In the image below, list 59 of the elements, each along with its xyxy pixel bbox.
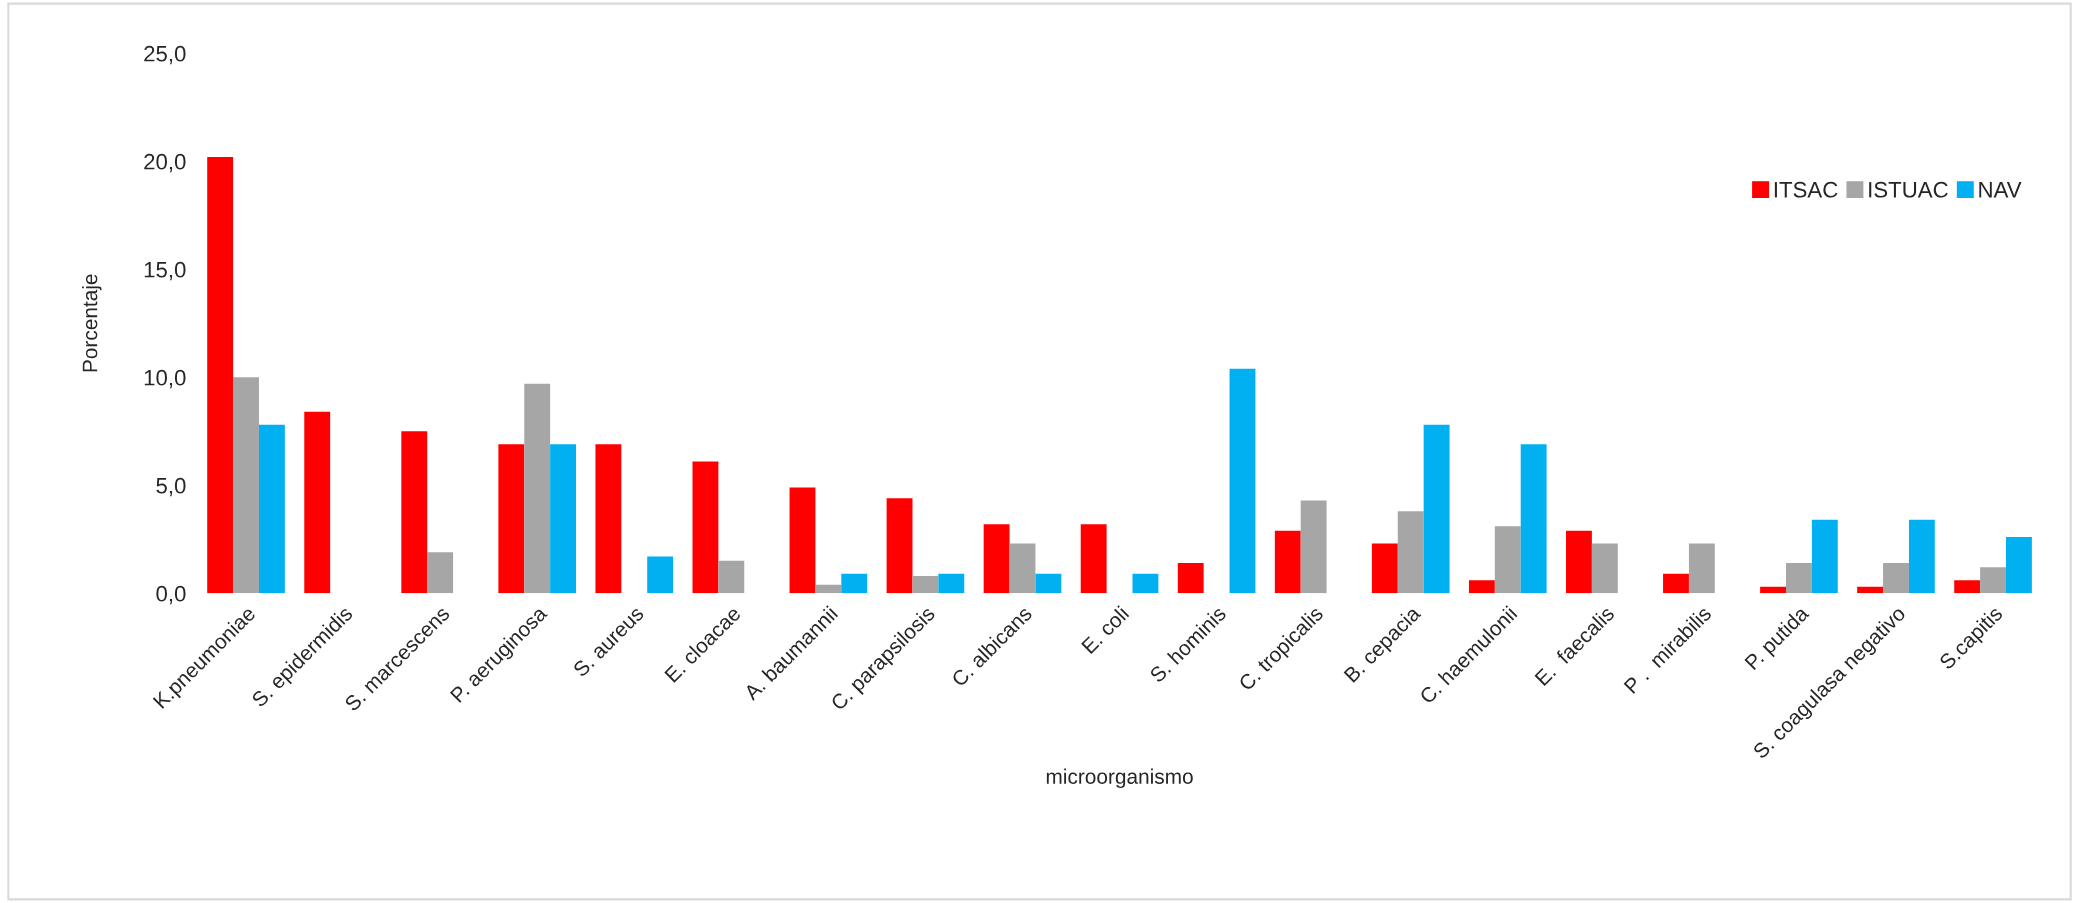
bar	[1035, 573, 1062, 594]
bar	[1371, 543, 1398, 594]
bar	[1857, 586, 1884, 594]
bar	[841, 573, 868, 594]
bar	[983, 524, 1010, 594]
bar	[401, 431, 428, 594]
bar	[1883, 563, 1909, 594]
bar	[1520, 444, 1547, 594]
legend-label: NAV	[1979, 182, 2022, 198]
bar	[233, 377, 259, 594]
bar	[1423, 424, 1450, 594]
bar	[498, 444, 525, 594]
bar	[1811, 519, 1838, 594]
bar	[524, 383, 551, 594]
bar	[647, 556, 674, 594]
bar	[912, 575, 939, 594]
bar	[1177, 563, 1204, 594]
bar	[1908, 519, 1935, 594]
bar	[1274, 530, 1301, 594]
bar	[427, 552, 454, 594]
bar	[1300, 500, 1327, 594]
bar	[2005, 537, 2032, 594]
bar	[1954, 580, 1981, 594]
y-tick-label: 0,0	[156, 585, 186, 605]
bar	[1468, 580, 1495, 594]
y-tick-label: 10,0	[144, 369, 186, 389]
bar	[1397, 511, 1424, 594]
bar	[1566, 530, 1592, 594]
bar	[1786, 563, 1812, 594]
bar	[258, 424, 285, 594]
bar	[550, 444, 577, 594]
bar	[886, 498, 913, 594]
bar	[692, 461, 719, 594]
y-tick-label: 20,0	[144, 153, 186, 173]
x-tick-label: E. coli	[1080, 605, 1130, 655]
bar	[1980, 567, 2006, 594]
bar	[304, 411, 331, 594]
bar	[595, 444, 622, 594]
y-axis-title: Porcentaje	[82, 274, 102, 372]
bar	[1663, 573, 1689, 594]
bar	[789, 487, 816, 594]
legend-label: ITSAC	[1774, 181, 1838, 198]
bar	[815, 584, 842, 594]
bar	[1591, 543, 1618, 594]
bar	[1229, 368, 1256, 594]
bar	[1688, 543, 1715, 594]
bar	[1132, 573, 1159, 594]
bar	[1009, 543, 1036, 594]
y-tick-label: 15,0	[144, 261, 186, 281]
bar	[1080, 524, 1107, 594]
bar	[938, 573, 965, 594]
x-axis-title: microorganismo	[1046, 768, 1193, 789]
bar	[1494, 526, 1521, 594]
bar	[207, 156, 234, 594]
bar	[1760, 586, 1786, 594]
y-tick-label: 5,0	[156, 477, 186, 497]
bar	[718, 560, 745, 594]
y-tick-label: 25,0	[144, 45, 186, 65]
legend-label: ISTUAC	[1869, 181, 1948, 198]
